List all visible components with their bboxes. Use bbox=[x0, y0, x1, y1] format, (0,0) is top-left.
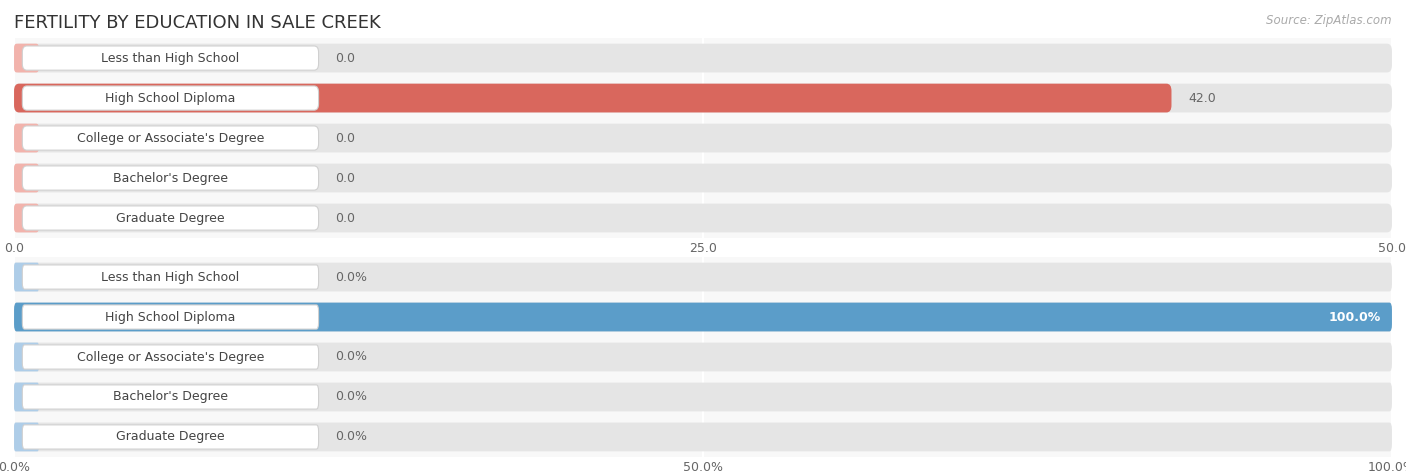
FancyBboxPatch shape bbox=[14, 84, 1392, 112]
Text: Less than High School: Less than High School bbox=[101, 270, 239, 284]
FancyBboxPatch shape bbox=[22, 385, 319, 409]
FancyBboxPatch shape bbox=[14, 343, 39, 371]
Text: 0.0%: 0.0% bbox=[335, 430, 367, 444]
FancyBboxPatch shape bbox=[14, 124, 39, 152]
Text: Bachelor's Degree: Bachelor's Degree bbox=[112, 171, 228, 185]
FancyBboxPatch shape bbox=[14, 263, 39, 291]
Text: High School Diploma: High School Diploma bbox=[105, 91, 236, 105]
FancyBboxPatch shape bbox=[14, 84, 1171, 112]
FancyBboxPatch shape bbox=[14, 204, 1392, 232]
FancyBboxPatch shape bbox=[22, 46, 319, 70]
FancyBboxPatch shape bbox=[14, 44, 1392, 72]
FancyBboxPatch shape bbox=[14, 164, 1392, 192]
FancyBboxPatch shape bbox=[14, 303, 1392, 331]
Text: 0.0%: 0.0% bbox=[335, 390, 367, 404]
Text: 0.0: 0.0 bbox=[335, 171, 356, 185]
FancyBboxPatch shape bbox=[14, 423, 1392, 451]
FancyBboxPatch shape bbox=[22, 166, 319, 190]
FancyBboxPatch shape bbox=[22, 305, 319, 329]
Text: Bachelor's Degree: Bachelor's Degree bbox=[112, 390, 228, 404]
FancyBboxPatch shape bbox=[22, 425, 319, 449]
FancyBboxPatch shape bbox=[22, 265, 319, 289]
Text: 0.0: 0.0 bbox=[335, 131, 356, 145]
Text: 0.0: 0.0 bbox=[335, 51, 356, 65]
Text: 42.0: 42.0 bbox=[1188, 91, 1216, 105]
FancyBboxPatch shape bbox=[22, 86, 319, 110]
Text: Graduate Degree: Graduate Degree bbox=[117, 430, 225, 444]
Text: 0.0%: 0.0% bbox=[335, 270, 367, 284]
FancyBboxPatch shape bbox=[14, 303, 1392, 331]
FancyBboxPatch shape bbox=[14, 44, 39, 72]
Text: 0.0: 0.0 bbox=[335, 211, 356, 225]
Text: Source: ZipAtlas.com: Source: ZipAtlas.com bbox=[1267, 14, 1392, 27]
Text: 0.0%: 0.0% bbox=[335, 350, 367, 364]
FancyBboxPatch shape bbox=[22, 206, 319, 230]
Text: High School Diploma: High School Diploma bbox=[105, 310, 236, 324]
Text: 100.0%: 100.0% bbox=[1329, 310, 1381, 324]
Text: College or Associate's Degree: College or Associate's Degree bbox=[77, 350, 264, 364]
FancyBboxPatch shape bbox=[14, 343, 1392, 371]
FancyBboxPatch shape bbox=[14, 423, 39, 451]
FancyBboxPatch shape bbox=[14, 204, 39, 232]
FancyBboxPatch shape bbox=[14, 383, 39, 411]
Text: Less than High School: Less than High School bbox=[101, 51, 239, 65]
Text: College or Associate's Degree: College or Associate's Degree bbox=[77, 131, 264, 145]
FancyBboxPatch shape bbox=[14, 383, 1392, 411]
FancyBboxPatch shape bbox=[14, 263, 1392, 291]
FancyBboxPatch shape bbox=[22, 126, 319, 150]
FancyBboxPatch shape bbox=[22, 345, 319, 369]
FancyBboxPatch shape bbox=[14, 124, 1392, 152]
Text: FERTILITY BY EDUCATION IN SALE CREEK: FERTILITY BY EDUCATION IN SALE CREEK bbox=[14, 14, 381, 32]
FancyBboxPatch shape bbox=[14, 164, 39, 192]
Text: Graduate Degree: Graduate Degree bbox=[117, 211, 225, 225]
